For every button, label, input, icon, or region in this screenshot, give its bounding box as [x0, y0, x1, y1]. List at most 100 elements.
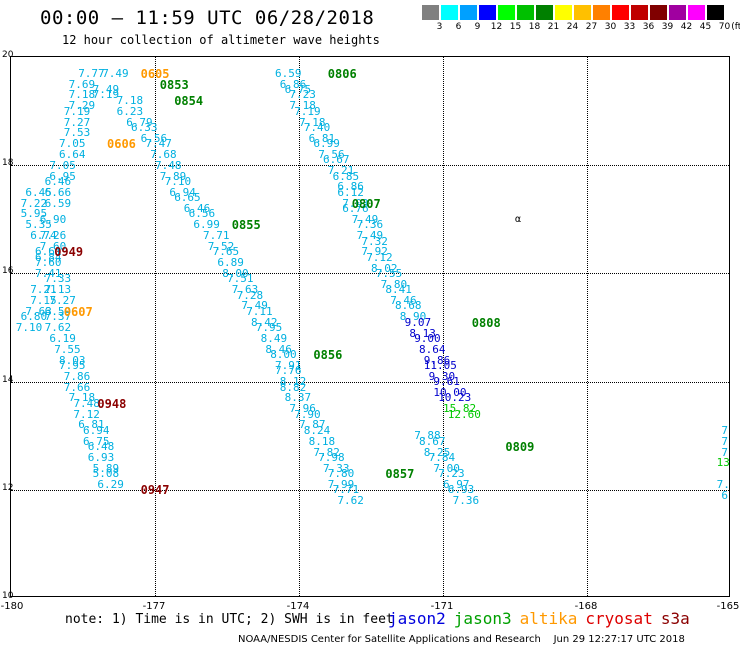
legend-entry: altika	[519, 609, 578, 628]
wave-height-value: 7.51	[227, 272, 254, 286]
wave-height-value: 7.37	[44, 310, 72, 324]
scale-swatch	[669, 5, 686, 20]
wave-height-value: 7.82	[313, 445, 340, 459]
scale-swatch	[650, 5, 667, 20]
wave-height-value: 6.75	[284, 83, 312, 97]
scale-swatch	[707, 5, 724, 20]
wave-height-value: 7.62	[337, 494, 364, 508]
wave-height-value: 7.36	[452, 494, 480, 508]
wave-height-value: 6.61	[35, 245, 62, 259]
wave-height-value: 7.80	[327, 467, 355, 481]
wave-height-value: 6.81	[308, 131, 336, 145]
wave-height-value: 6.80	[20, 310, 48, 324]
wave-height-value: 7.03	[342, 196, 369, 210]
wave-height-value: 7.2	[721, 423, 729, 437]
wave-height-value: 6.99	[193, 218, 220, 232]
wave-height-value: 6.56	[140, 131, 168, 145]
wave-height-value: 6.29	[97, 477, 124, 491]
map-marker-icon: α	[515, 213, 522, 225]
wave-height-value: 7.63	[231, 283, 259, 297]
wave-height-value: 7.10	[164, 175, 192, 189]
pass-time-label: 0806	[327, 66, 357, 81]
wave-height-value: 7.27	[63, 115, 91, 129]
wave-height-value: 7.87	[299, 418, 326, 432]
wave-height-value: 7.26	[39, 229, 67, 243]
scale-label: 70	[718, 22, 731, 32]
chart-title: 00:00 – 11:59 UTC 06/28/2018	[40, 7, 375, 29]
wave-height-value: 6.74	[30, 229, 57, 243]
satellite-legend: jason2 jason3 altika cryosat s3a	[388, 609, 698, 628]
wave-height-value: 7.21	[327, 164, 355, 178]
y-tick-label: 16	[2, 266, 14, 277]
grid-line	[443, 57, 444, 596]
wave-height-value: 7.49	[92, 83, 120, 97]
wave-height-value: 7.65	[212, 245, 240, 259]
wave-height-value: 7.60	[39, 239, 67, 253]
scale-label: 18	[528, 22, 541, 32]
x-tick-label: -168	[574, 601, 598, 612]
wave-height-value: 8.37	[284, 391, 312, 405]
wave-height-value: 7.19	[294, 104, 321, 118]
wave-height-value: 7.53	[63, 126, 91, 140]
pass-time-label: 0854	[174, 93, 204, 108]
wave-height-value: 7.89	[159, 169, 187, 183]
wave-height-value: 7.69	[68, 77, 96, 91]
scale-swatch	[460, 5, 477, 20]
wave-height-value: 8.24	[303, 423, 331, 437]
wave-height-value: 7.40	[716, 477, 730, 491]
wave-height-value: 7.80	[380, 277, 408, 291]
wave-height-value: 9.86	[423, 353, 451, 367]
wave-height-value: 7.15	[30, 294, 57, 308]
wave-height-value: 6.85	[332, 169, 360, 183]
scale-label: 6	[455, 22, 462, 32]
wave-height-value: 6.84	[35, 250, 62, 264]
wave-height-value: 7.18	[116, 93, 144, 107]
wave-height-value: 6.99	[313, 137, 340, 151]
wave-height-value: 7.96	[289, 402, 316, 416]
y-tick-label: 12	[2, 482, 14, 493]
scale-swatch	[536, 5, 553, 20]
pass-time-label: 0948	[97, 396, 127, 411]
wave-height-value: 6.97	[443, 477, 470, 491]
wave-height-value: 7.32	[361, 234, 388, 248]
wave-height-value: 7.48	[155, 158, 182, 172]
wave-height-value: 6.48	[87, 440, 115, 454]
grid-line	[11, 273, 729, 275]
wave-height-value: 7.63	[25, 304, 52, 318]
y-tick-label: 14	[2, 374, 14, 385]
scale-label: 30	[604, 22, 617, 32]
scale-swatch	[688, 5, 705, 20]
pass-time-label: 0947	[140, 483, 170, 498]
wave-height-value: 5.95	[20, 207, 48, 221]
wave-height-value: 9.61	[433, 375, 460, 389]
scale-swatch	[574, 5, 591, 20]
wave-height-value: 7.36	[356, 218, 384, 232]
wave-height-value: 7.66	[63, 380, 91, 394]
wave-height-value: 7.98	[318, 450, 345, 464]
wave-height-value: 7.86	[63, 369, 91, 383]
wave-height-value: 13.4	[716, 456, 730, 470]
wave-height-value: 7.11	[246, 304, 273, 318]
wave-height-value: 7.90	[294, 407, 321, 421]
wave-height-value: 6.46	[183, 202, 211, 216]
wave-height-value: 6.19	[49, 331, 76, 345]
wave-height-value: 7.22	[20, 196, 48, 210]
scale-label: 45	[699, 22, 712, 32]
y-tick-label: 10	[2, 591, 14, 601]
scale-swatch	[479, 5, 496, 20]
wave-height-value: 6.95	[49, 169, 76, 183]
x-tick-label: -177	[142, 601, 166, 612]
scale-swatch	[631, 5, 648, 20]
wave-height-value: 6.59	[275, 66, 302, 80]
grid-line	[299, 57, 300, 596]
grid-line	[587, 57, 588, 596]
wave-height-value: 7.41	[35, 266, 62, 280]
wave-height-value: 7.4	[721, 445, 729, 459]
wave-height-value: 5.08	[92, 467, 120, 481]
pass-time-label: 0857	[385, 467, 415, 482]
wave-height-value: 7.88	[414, 429, 441, 443]
wave-height-value: 8.90	[399, 310, 427, 324]
wave-height-value: 7.29	[68, 99, 96, 113]
wave-height-value: 7.10	[15, 321, 43, 335]
wave-height-value: 7.46	[390, 294, 417, 308]
